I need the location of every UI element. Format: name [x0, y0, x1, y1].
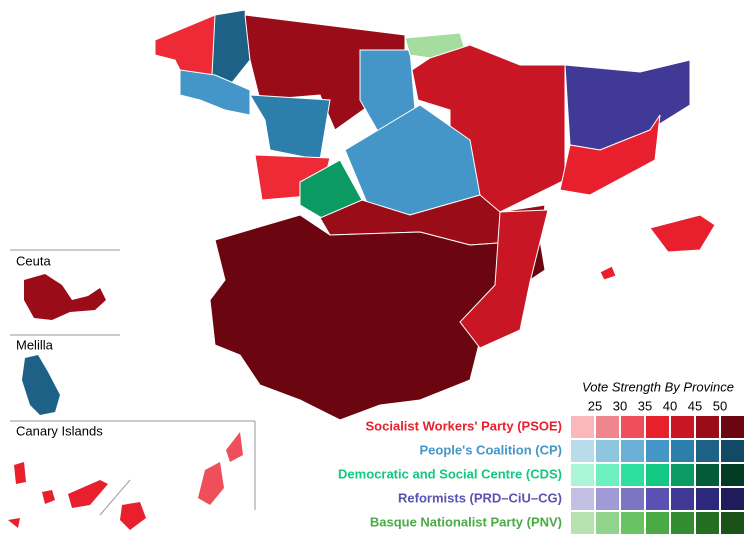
legend-threshold: 25: [588, 398, 602, 413]
legend-swatch: [571, 440, 594, 462]
legend-threshold: 45: [688, 398, 702, 413]
legend-swatch: [696, 416, 719, 438]
legend-swatch: [671, 464, 694, 486]
inset-label: Canary Islands: [16, 423, 103, 438]
canary-islands: [8, 432, 243, 530]
island: [42, 490, 55, 504]
province: [211, 9, 251, 86]
legend-swatch: [571, 416, 594, 438]
party-name: Basque Nationalist Party (PNV): [370, 514, 562, 529]
province: [249, 94, 331, 161]
province: [209, 214, 546, 421]
ceuta: [24, 274, 106, 320]
party-name: Democratic and Social Centre (CDS): [338, 466, 562, 481]
island: [226, 432, 243, 462]
inset-divider: [99, 479, 131, 516]
province: [559, 114, 661, 196]
legend-swatch: [721, 512, 744, 534]
legend-swatch: [596, 464, 619, 486]
legend-threshold: 35: [638, 398, 652, 413]
legend-swatch: [671, 416, 694, 438]
legend-swatch: [596, 416, 619, 438]
legend-swatch: [621, 488, 644, 510]
legend-swatch: [596, 488, 619, 510]
legend-threshold: 50: [713, 398, 727, 413]
legend-swatch: [571, 464, 594, 486]
legend-swatch: [646, 464, 669, 486]
island: [198, 462, 224, 505]
legend-swatch: [646, 440, 669, 462]
legend-title: Vote Strength By Province: [582, 379, 734, 394]
legend: 25 30 35 40 45 50 Socialist Workers' Party (PS…: [338, 398, 744, 534]
party-name: Socialist Workers' Party (PSOE): [366, 418, 562, 433]
legend-swatch: [646, 488, 669, 510]
province: [179, 69, 251, 116]
legend-swatch: [646, 416, 669, 438]
legend-swatch: [721, 488, 744, 510]
legend-threshold: 40: [663, 398, 677, 413]
island: [68, 480, 108, 508]
province: [564, 59, 691, 151]
province: [459, 209, 549, 349]
melilla: [22, 355, 60, 415]
legend-swatch: [671, 512, 694, 534]
legend-swatch: [621, 416, 644, 438]
legend-swatch: [596, 512, 619, 534]
legend-swatch: [671, 488, 694, 510]
insets: [10, 249, 256, 516]
mainland: [154, 9, 716, 421]
legend-swatch: [571, 488, 594, 510]
legend-swatch: [646, 512, 669, 534]
legend-swatch: [721, 416, 744, 438]
party-name: People's Coalition (CP): [420, 442, 563, 457]
legend-swatch: [621, 512, 644, 534]
legend-swatch: [696, 488, 719, 510]
inset-label: Melilla: [16, 337, 54, 352]
legend-swatch: [596, 440, 619, 462]
legend-swatch: [696, 512, 719, 534]
legend-threshold: 30: [613, 398, 627, 413]
island: [8, 518, 20, 528]
legend-swatch: [696, 440, 719, 462]
legend-swatch: [621, 464, 644, 486]
legend-swatch: [721, 464, 744, 486]
legend-swatch: [571, 512, 594, 534]
legend-swatch: [721, 440, 744, 462]
province: [649, 214, 716, 253]
party-name: Reformists (PRD–CiU–CG): [398, 490, 562, 505]
island: [120, 502, 146, 530]
province: [599, 265, 617, 281]
legend-swatch: [671, 440, 694, 462]
legend-swatch: [621, 440, 644, 462]
island: [14, 462, 26, 484]
inset-label: Ceuta: [16, 253, 51, 268]
legend-swatch: [696, 464, 719, 486]
